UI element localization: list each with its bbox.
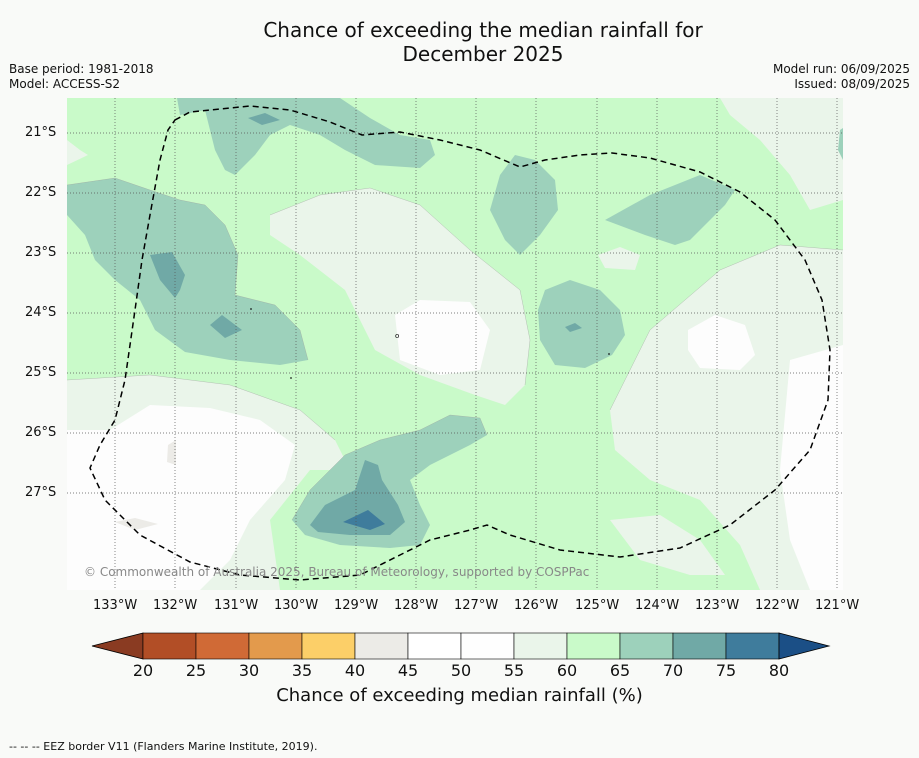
zone-55-60-east — [610, 245, 843, 590]
meta-left: Base period: 1981-2018 Model: ACCESS-S2 — [9, 62, 154, 92]
issued-date: Issued: 08/09/2025 — [794, 77, 910, 91]
colorbar-segment — [513, 632, 568, 660]
zone-65-70-north — [177, 98, 435, 175]
zone-70-75-north — [248, 113, 280, 125]
colorbar-label: Chance of exceeding median rainfall (%) — [276, 685, 643, 706]
lon-label-133w: 133°W — [93, 598, 138, 613]
colorbar-tick-label: 20 — [133, 661, 153, 680]
zone-45-55-east — [688, 315, 755, 370]
zone-55-60-south — [610, 515, 725, 575]
lon-label-130w: 130°W — [274, 598, 319, 613]
lon-label-129w: 129°W — [334, 598, 379, 613]
lon-label-131w: 131°W — [214, 598, 259, 613]
model-name: Model: ACCESS-S2 — [9, 77, 121, 91]
lat-label-27s: 27°S — [25, 485, 57, 500]
colorbar-tick-label: 65 — [610, 661, 630, 680]
eez-footer-note: -- -- -- EEZ border V11 (Flanders Marine… — [9, 740, 318, 753]
svg-text:o: o — [395, 332, 399, 340]
zone-65-70-north-center — [490, 155, 558, 255]
zone-55-60-small — [598, 247, 640, 270]
zone-55-60-northeast — [720, 98, 843, 210]
zone-65-70-center-east — [538, 280, 625, 368]
zone-55-60-nw-corner — [67, 140, 88, 165]
colorbar-tick-label: 30 — [239, 661, 259, 680]
colorbar-segment — [195, 632, 250, 660]
colorbar-tick-label: 25 — [186, 661, 206, 680]
model-run: Model run: 06/09/2025 — [772, 62, 910, 76]
lon-label-127w: 127°W — [454, 598, 499, 613]
zone-70-75-center-east — [565, 323, 582, 332]
colorbar-tick-label: 40 — [345, 661, 365, 680]
lon-label-128w: 128°W — [394, 598, 439, 613]
zone-40-45-small — [167, 440, 176, 465]
lat-label-22s: 22°S — [25, 185, 57, 200]
lon-label-122w: 122°W — [755, 598, 800, 613]
lon-label-125w: 125°W — [575, 598, 620, 613]
zone-70-75-west — [150, 252, 185, 298]
meta-right: Model run: 06/09/2025 Issued: 08/09/2025 — [773, 62, 910, 92]
lon-label-121w: 121°W — [815, 598, 860, 613]
lon-label-126w: 126°W — [514, 598, 559, 613]
copyright-notice: © Commonwealth of Australia 2025, Bureau… — [84, 565, 590, 579]
base-period: Base period: 1981-2018 — [9, 62, 154, 76]
eez-border — [89, 105, 831, 581]
lat-label-21s: 21°S — [25, 125, 57, 140]
zone-45-55-far-east — [780, 345, 843, 590]
zone-75-80-south — [343, 510, 385, 530]
colorbar-tick-label: 80 — [769, 661, 789, 680]
colorbar-tick-label: 60 — [557, 661, 577, 680]
lat-label-25s: 25°S — [25, 365, 57, 380]
lon-label-123w: 123°W — [695, 598, 740, 613]
colorbar-tick-label: 35 — [292, 661, 312, 680]
map-title: Chance of exceeding the median rainfall … — [0, 18, 919, 66]
colorbar-extend-high — [778, 632, 831, 660]
zone-70-75-small-west — [210, 315, 242, 338]
colorbar-segment — [672, 632, 727, 660]
colorbar-segment — [566, 632, 621, 660]
lat-label-26s: 26°S — [25, 425, 57, 440]
zone-45-55-center — [395, 300, 490, 375]
rainfall-map: o — [67, 98, 843, 590]
zone-65-70-northeast — [605, 175, 735, 245]
title-line-2: December 2025 — [402, 42, 564, 66]
colorbar-segment — [460, 632, 515, 660]
colorbar-tick-label: 50 — [451, 661, 471, 680]
colorbar-segment — [407, 632, 462, 660]
colorbar-extend-low — [91, 632, 144, 660]
title-line-1: Chance of exceeding the median rainfall … — [263, 18, 703, 42]
colorbar-segment — [619, 632, 674, 660]
colorbar-tick-label: 70 — [663, 661, 683, 680]
colorbar-segment — [301, 632, 356, 660]
colorbar: 20 25 30 35 40 45 50 55 60 65 70 75 80 — [91, 632, 831, 680]
lon-label-124w: 124°W — [635, 598, 680, 613]
zone-40-45-small-2 — [115, 518, 158, 530]
zone-65-70-west — [67, 178, 308, 365]
colorbar-segment — [142, 632, 197, 660]
zone-65-70-east-edge — [838, 128, 843, 160]
lat-label-24s: 24°S — [25, 305, 57, 320]
colorbar-segment — [248, 632, 303, 660]
colorbar-tick-label: 45 — [398, 661, 418, 680]
colorbar-segment — [725, 632, 780, 660]
zone-45-55-southwest — [67, 405, 295, 590]
lat-label-23s: 23°S — [25, 245, 57, 260]
colorbar-segment — [354, 632, 409, 660]
lon-label-132w: 132°W — [153, 598, 198, 613]
colorbar-tick-label: 75 — [716, 661, 736, 680]
colorbar-tick-label: 55 — [504, 661, 524, 680]
zone-70-75-south — [310, 460, 405, 535]
